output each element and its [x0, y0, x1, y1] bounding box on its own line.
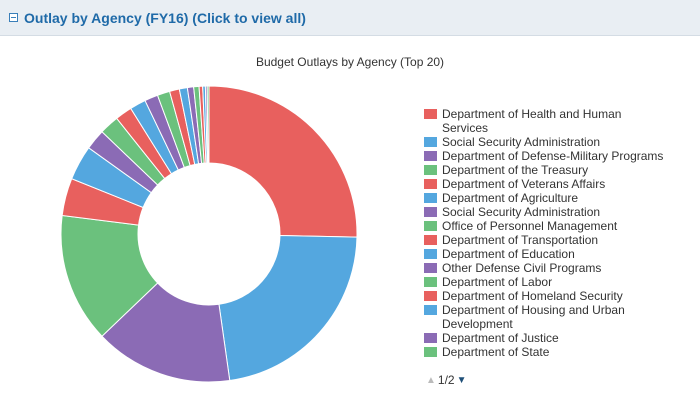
legend-swatch	[424, 277, 437, 287]
legend-label: Department of Education	[442, 247, 575, 261]
legend-swatch	[424, 291, 437, 301]
legend-label: Department of Health and Human Services	[442, 107, 622, 135]
legend-item[interactable]: Department of Health and Human Services	[424, 107, 664, 135]
legend-label: Department of Veterans Affairs	[442, 177, 606, 191]
triangle-up-icon[interactable]: ▲	[426, 374, 436, 386]
legend-label: Department of State	[442, 345, 550, 359]
legend-item[interactable]: Department of Justice	[424, 331, 664, 345]
legend-label: Department of Defense-Military Programs	[442, 149, 664, 163]
legend-item[interactable]: Office of Personnel Management	[424, 219, 664, 233]
legend-item[interactable]: Social Security Administration	[424, 135, 664, 149]
legend-swatch	[424, 137, 437, 147]
legend-item[interactable]: Department of Veterans Affairs	[424, 177, 664, 191]
legend-label: Department of Transportation	[442, 233, 599, 247]
legend-item[interactable]: Department of Agriculture	[424, 191, 664, 205]
chart-area: Budget Outlays by Agency (Top 20) Depart…	[0, 37, 700, 411]
legend-label: Department of Housing and Urban Developm…	[442, 303, 625, 331]
legend-swatch	[424, 305, 437, 315]
chart-title: Budget Outlays by Agency (Top 20)	[255, 55, 445, 69]
legend-swatch	[424, 151, 437, 161]
legend-swatch	[424, 179, 437, 189]
legend-swatch	[424, 221, 437, 231]
legend-item[interactable]: Department of Housing and Urban Developm…	[424, 303, 664, 331]
donut-slice[interactable]	[206, 85, 210, 164]
legend-item[interactable]: Other Defense Civil Programs	[424, 261, 664, 275]
donut-slice[interactable]	[208, 85, 358, 238]
legend-item[interactable]: Department of Transportation	[424, 233, 664, 247]
legend-swatch	[424, 333, 437, 343]
collapse-icon[interactable]	[9, 13, 18, 22]
legend-item[interactable]: Department of Labor	[424, 275, 664, 289]
legend-label: Social Security Administration	[442, 135, 601, 149]
legend-page-indicator: 1/2	[437, 373, 455, 387]
legend-label: Department of Agriculture	[442, 191, 579, 205]
legend-pagination: ▲ 1/2 ▼	[426, 373, 467, 387]
legend-swatch	[424, 347, 437, 357]
legend-item[interactable]: Department of Homeland Security	[424, 289, 664, 303]
legend-label: Department of Labor	[442, 275, 553, 289]
legend-label: Other Defense Civil Programs	[442, 261, 602, 275]
donut-chart	[60, 85, 358, 383]
legend-item[interactable]: Department of Defense-Military Programs	[424, 149, 664, 163]
legend-swatch	[424, 235, 437, 245]
panel-title-link[interactable]: Outlay by Agency (FY16) (Click to view a…	[24, 9, 306, 26]
legend-item[interactable]: Department of the Treasury	[424, 163, 664, 177]
legend-swatch	[424, 263, 437, 273]
legend-label: Department of Justice	[442, 331, 559, 345]
legend-swatch	[424, 109, 437, 119]
chart-legend: Department of Health and Human Services S…	[424, 107, 664, 369]
legend-label: Office of Personnel Management	[442, 219, 618, 233]
legend-item[interactable]: Social Security Administration	[424, 205, 664, 219]
donut-slice[interactable]	[218, 235, 358, 382]
triangle-down-icon[interactable]: ▼	[456, 374, 467, 386]
legend-item[interactable]: Department of Education	[424, 247, 664, 261]
legend-swatch	[424, 193, 437, 203]
legend-swatch	[424, 165, 437, 175]
legend-label: Department of Homeland Security	[442, 289, 623, 303]
panel-header: Outlay by Agency (FY16) (Click to view a…	[0, 0, 700, 36]
legend-swatch	[424, 249, 437, 259]
legend-label: Department of the Treasury	[442, 163, 589, 177]
legend-item[interactable]: Department of State	[424, 345, 664, 359]
legend-label: Social Security Administration	[442, 205, 601, 219]
legend-swatch	[424, 207, 437, 217]
